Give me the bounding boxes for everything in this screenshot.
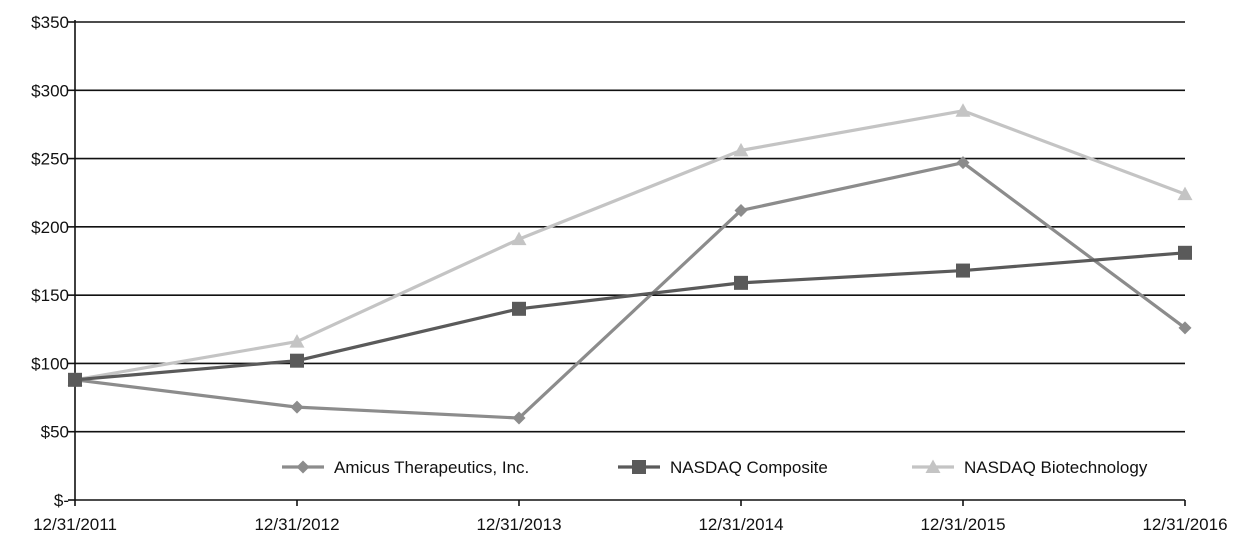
data-point-square	[734, 275, 748, 290]
data-point-diamond	[290, 400, 304, 414]
legend-marker-square	[632, 460, 646, 474]
legend-marker-triangle	[925, 459, 941, 473]
x-tick-label: 12/31/2014	[698, 515, 783, 534]
data-point-square	[290, 353, 304, 368]
series-nasdaq-composite	[68, 245, 1192, 387]
data-point-diamond	[1178, 321, 1192, 335]
y-tick-label: $350	[31, 13, 69, 32]
series-nasdaq-biotechnology	[67, 103, 1193, 386]
data-point-triangle	[511, 231, 527, 246]
data-point-triangle	[955, 103, 971, 117]
legend-item: Amicus Therapeutics, Inc.	[282, 458, 529, 477]
data-point-diamond	[734, 203, 748, 217]
x-tick-label: 12/31/2013	[476, 515, 561, 534]
data-point-square	[956, 263, 970, 278]
y-tick-label: $-	[54, 491, 69, 510]
legend: Amicus Therapeutics, Inc. NASDAQ Composit…	[282, 458, 1148, 477]
x-tick-label: 12/31/2016	[1142, 515, 1227, 534]
data-point-square	[512, 301, 526, 316]
x-tick-label: 12/31/2012	[254, 515, 339, 534]
y-tick-label: $150	[31, 286, 69, 305]
series-line	[74, 161, 1186, 420]
series-line	[74, 251, 1186, 382]
data-point-diamond	[956, 156, 970, 170]
x-axis-ticks: 12/31/2011 12/31/2012 12/31/2013 12/31/2014…	[33, 515, 1227, 534]
y-tick-label: $100	[31, 354, 69, 373]
legend-item: NASDAQ Composite	[618, 458, 828, 477]
y-axis-ticks: $- $50 $100 $150 $200 $250 $300 $350	[31, 13, 69, 510]
series-line	[74, 109, 1186, 382]
gridlines	[75, 21, 1185, 433]
data-point-square	[68, 372, 82, 387]
y-tick-label: $250	[31, 150, 69, 169]
data-point-triangle	[733, 142, 749, 157]
data-point-triangle	[1177, 186, 1193, 201]
legend-marker-diamond	[296, 460, 310, 474]
legend-label: Amicus Therapeutics, Inc.	[334, 458, 529, 477]
y-tick-label: $300	[31, 81, 69, 100]
legend-label: NASDAQ Biotechnology	[964, 458, 1148, 477]
data-point-triangle	[289, 334, 305, 348]
y-tick-label: $200	[31, 218, 69, 237]
data-point-square	[1178, 245, 1192, 260]
axes	[68, 20, 1186, 506]
x-tick-label: 12/31/2015	[920, 515, 1005, 534]
series-lines	[67, 103, 1193, 425]
legend-item: NASDAQ Biotechnology	[912, 458, 1148, 477]
y-tick-label: $50	[41, 423, 69, 442]
legend-label: NASDAQ Composite	[670, 458, 828, 477]
x-tick-label: 12/31/2011	[33, 515, 117, 534]
data-point-diamond	[512, 411, 526, 425]
